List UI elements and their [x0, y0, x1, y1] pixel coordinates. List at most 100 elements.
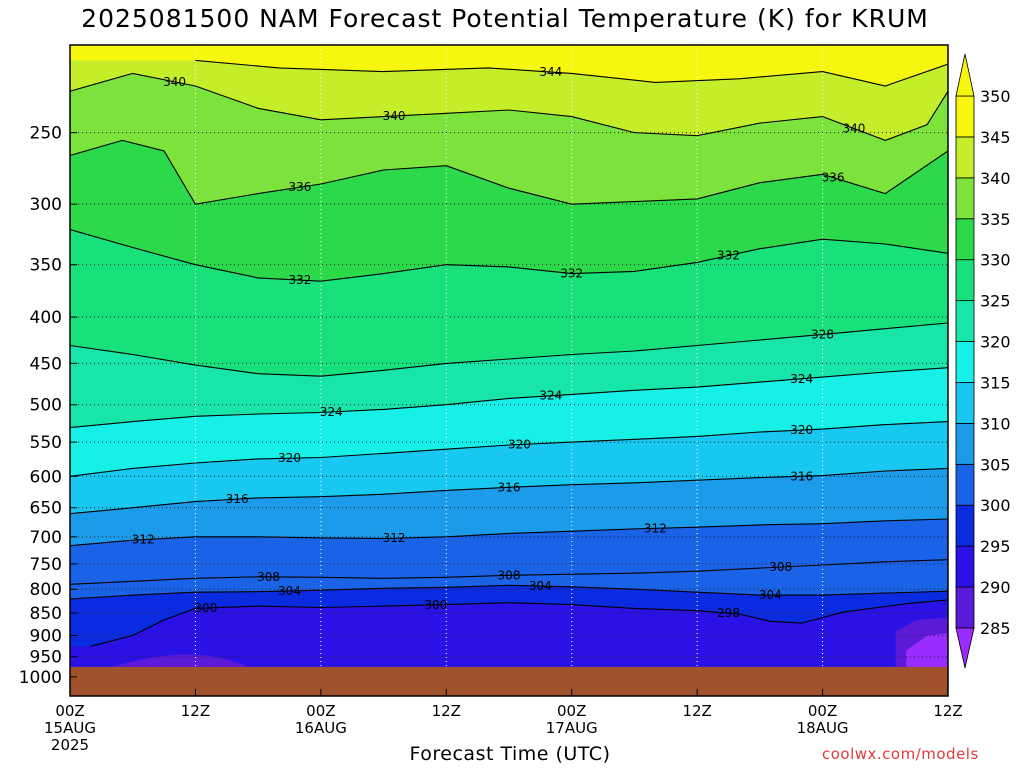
y-tick-label: 800	[30, 580, 62, 600]
y-tick-label: 650	[30, 499, 62, 519]
contour-label: 328	[811, 327, 834, 341]
x-tick-date: 16AUG	[295, 719, 347, 737]
y-tick-label: 900	[30, 626, 62, 646]
contour-line-340	[70, 72, 948, 141]
contour-label: 340	[383, 109, 406, 123]
colorbar-segment	[955, 545, 975, 588]
y-tick-label: 550	[30, 433, 62, 453]
colorbar-tick-label: 330	[980, 251, 1011, 270]
contour-label: 336	[822, 171, 845, 185]
contour-line-316	[70, 467, 948, 515]
contour-label: 316	[790, 469, 813, 483]
y-tick-label: 300	[30, 195, 62, 215]
contour-label: 298	[717, 606, 740, 620]
contour-line-308	[70, 559, 948, 585]
colorbar-tick-label: 315	[980, 373, 1011, 392]
colorbar-segment	[955, 341, 975, 383]
contour-line-304	[70, 584, 948, 600]
contour-label: 312	[383, 531, 406, 545]
contour-label: 324	[539, 389, 562, 403]
chart-title: 2025081500 NAM Forecast Potential Temper…	[81, 4, 929, 33]
contour-label: 332	[288, 273, 311, 287]
ground-surface	[70, 666, 948, 696]
y-tick-label: 450	[30, 354, 62, 374]
x-tick-label: 00Z	[55, 702, 84, 720]
colorbar-segment	[955, 136, 975, 179]
contour-label: 300	[424, 598, 447, 612]
colorbar-tick-label: 345	[980, 128, 1011, 147]
colorbar-tick-label: 285	[980, 619, 1011, 638]
contour-label: 304	[529, 579, 552, 593]
x-tick-year: 2025	[51, 736, 89, 754]
contour-label: 340	[163, 75, 186, 89]
y-tick-label: 950	[30, 648, 62, 668]
contour-label: 340	[842, 122, 865, 136]
contour-line-336	[70, 139, 948, 205]
contour-label: 332	[560, 267, 583, 281]
field-band	[906, 633, 948, 667]
x-tick-label: 12Z	[432, 702, 461, 720]
contour-line-300	[90, 599, 948, 647]
contour-line-320	[70, 421, 948, 477]
x-tick-label: 12Z	[933, 702, 962, 720]
colorbar-tick-label: 340	[980, 169, 1011, 188]
contour-label: 344	[539, 65, 562, 79]
x-tick-date: 17AUG	[546, 719, 598, 737]
colorbar-segment	[955, 300, 975, 342]
colorbar-max-arrow	[955, 53, 975, 97]
colorbar-tick-label: 325	[980, 292, 1011, 311]
colorbar-segment	[955, 218, 975, 261]
y-tick-label: 250	[30, 124, 62, 144]
colorbar-tick-label: 310	[980, 414, 1011, 433]
contour-label: 308	[498, 568, 521, 582]
colorbar-tick-label: 305	[980, 455, 1011, 474]
colorbar-tick-label: 335	[980, 210, 1011, 229]
x-tick-label: 00Z	[808, 702, 837, 720]
contour-label: 316	[226, 492, 249, 506]
y-tick-label: 750	[30, 555, 62, 575]
colorbar-tick-label: 320	[980, 333, 1011, 352]
contour-label: 324	[790, 372, 813, 386]
colorbar-segment	[955, 382, 975, 424]
y-tick-label: 1000	[19, 668, 62, 688]
contour-label: 320	[508, 438, 531, 452]
x-tick-label: 00Z	[557, 702, 586, 720]
x-axis-label: Forecast Time (UTC)	[409, 743, 611, 765]
contour-label: 316	[498, 480, 521, 494]
contour-label: 304	[278, 584, 301, 598]
contour-line-324	[70, 367, 948, 429]
x-tick-label: 12Z	[682, 702, 711, 720]
colorbar-segment	[955, 422, 975, 465]
colorbar-segment	[955, 259, 975, 302]
y-tick-label: 500	[30, 396, 62, 416]
colorbar-segment	[955, 504, 975, 547]
contour-line-312	[70, 518, 948, 547]
contour-label: 300	[194, 601, 217, 615]
x-tick-date: 18AUG	[797, 719, 849, 737]
colorbar-tick-label: 300	[980, 496, 1011, 515]
contour-label: 320	[278, 451, 301, 465]
contour-label: 308	[257, 570, 280, 584]
colorbar-min-arrow	[955, 627, 975, 669]
credit-text: coolwx.com/models	[822, 745, 979, 763]
contour-line-344	[195, 59, 948, 87]
colorbar-tick-label: 295	[980, 537, 1011, 556]
y-tick-label: 850	[30, 604, 62, 624]
contour-line-328	[70, 322, 948, 377]
colorbar-segment	[955, 177, 975, 220]
y-tick-label: 400	[30, 308, 62, 328]
x-tick-label: 12Z	[181, 702, 210, 720]
y-tick-label: 350	[30, 256, 62, 276]
field-band	[111, 654, 248, 667]
contour-label: 312	[132, 533, 155, 547]
field-band	[70, 45, 948, 86]
y-tick-label: 700	[30, 528, 62, 548]
contour-label: 332	[717, 249, 740, 263]
colorbar-tick-label: 350	[980, 87, 1011, 106]
contour-label: 324	[320, 405, 343, 419]
contour-label: 308	[769, 560, 792, 574]
colorbar-segment	[955, 586, 975, 629]
colorbar-tick-label: 290	[980, 578, 1011, 597]
x-tick-date: 15AUG	[44, 719, 96, 737]
